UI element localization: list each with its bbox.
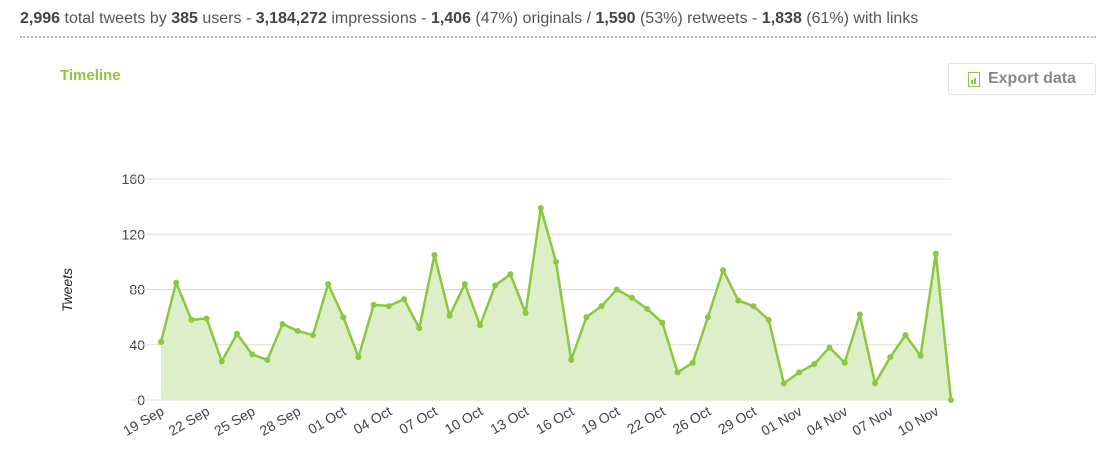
x-tick-label: 10 Oct <box>442 403 486 438</box>
export-icon <box>967 71 980 87</box>
point <box>461 280 468 287</box>
point <box>613 286 620 293</box>
chart-title: Timeline <box>60 67 121 84</box>
x-tick-label: 16 Oct <box>533 403 577 438</box>
point <box>583 314 590 321</box>
point <box>598 303 605 310</box>
point <box>750 303 757 310</box>
x-tick-label: 04 Nov <box>804 403 850 439</box>
x-tick-label: 25 Sep <box>211 403 258 439</box>
point <box>826 344 833 351</box>
stat-value: 3,184,272 <box>255 10 327 27</box>
point <box>188 316 195 323</box>
point <box>446 312 453 319</box>
point <box>416 325 423 332</box>
point <box>780 380 787 387</box>
stat-value: 1,838 <box>761 10 802 27</box>
point <box>492 282 499 289</box>
point <box>872 380 879 387</box>
x-tick-label: 22 Oct <box>624 403 668 438</box>
point <box>158 338 164 345</box>
stat-value: 1,590 <box>595 10 636 27</box>
point <box>294 327 301 334</box>
point <box>537 205 544 212</box>
point <box>902 332 909 339</box>
point <box>689 359 696 366</box>
point <box>264 356 271 363</box>
point <box>249 351 256 358</box>
x-tick-label: 29 Oct <box>715 403 759 438</box>
x-tick-label: 01 Oct <box>305 403 349 438</box>
point <box>644 305 651 312</box>
point <box>355 354 362 361</box>
point <box>932 250 939 257</box>
x-tick-label: 28 Sep <box>257 403 304 439</box>
x-tick-label: 10 Nov <box>895 403 941 439</box>
point <box>917 352 924 359</box>
point <box>674 369 681 376</box>
point <box>765 316 772 323</box>
export-button[interactable]: Export data <box>948 63 1096 95</box>
x-tick-label: 07 Oct <box>396 403 440 438</box>
point <box>233 330 240 337</box>
stats-bar: 2,996 total tweets by 385 users - 3,184,… <box>20 10 1096 38</box>
point <box>811 361 818 368</box>
point <box>720 267 727 274</box>
stat-value: 385 <box>171 10 198 27</box>
point <box>659 319 666 326</box>
point <box>553 258 559 265</box>
point <box>218 358 225 365</box>
point <box>203 315 210 322</box>
stat-value: 2,996 <box>20 10 61 27</box>
stat-text: impressions - <box>326 10 431 27</box>
point <box>173 279 180 286</box>
point <box>887 354 894 361</box>
point <box>568 356 575 363</box>
x-tick-label: 19 Sep <box>120 403 167 439</box>
point <box>431 251 438 258</box>
point <box>796 369 803 376</box>
x-tick-label: 13 Oct <box>487 403 531 438</box>
point <box>704 314 711 321</box>
point <box>279 321 286 328</box>
stat-text: (61%) with links <box>801 10 919 27</box>
x-tick-label: 26 Oct <box>670 403 714 438</box>
point <box>477 322 484 329</box>
point <box>522 309 529 316</box>
point <box>507 271 514 278</box>
point <box>340 314 347 321</box>
point <box>370 301 377 308</box>
x-tick-label: 22 Sep <box>166 403 213 439</box>
point <box>309 332 316 339</box>
stat-value: 1,406 <box>430 10 471 27</box>
point <box>841 359 848 366</box>
stat-text: total tweets by <box>60 10 172 27</box>
point <box>856 311 863 318</box>
export-label[interactable]: Export data <box>987 70 1076 87</box>
stat-text: users - <box>197 10 256 27</box>
point <box>628 294 635 301</box>
area-fill <box>161 208 951 400</box>
stat-text: (47%) originals / <box>470 10 596 27</box>
x-tick-label: 07 Nov <box>849 403 895 439</box>
x-tick-label: 19 Oct <box>579 403 623 438</box>
point <box>385 303 392 310</box>
x-tick-label: 04 Oct <box>351 403 395 438</box>
stat-text: (53%) retweets - <box>635 10 762 27</box>
point <box>948 397 954 403</box>
y-axis-label: Tweets <box>59 268 75 312</box>
point <box>735 297 742 304</box>
x-tick-label: 01 Nov <box>758 403 804 439</box>
point <box>401 296 408 303</box>
point <box>325 280 332 287</box>
